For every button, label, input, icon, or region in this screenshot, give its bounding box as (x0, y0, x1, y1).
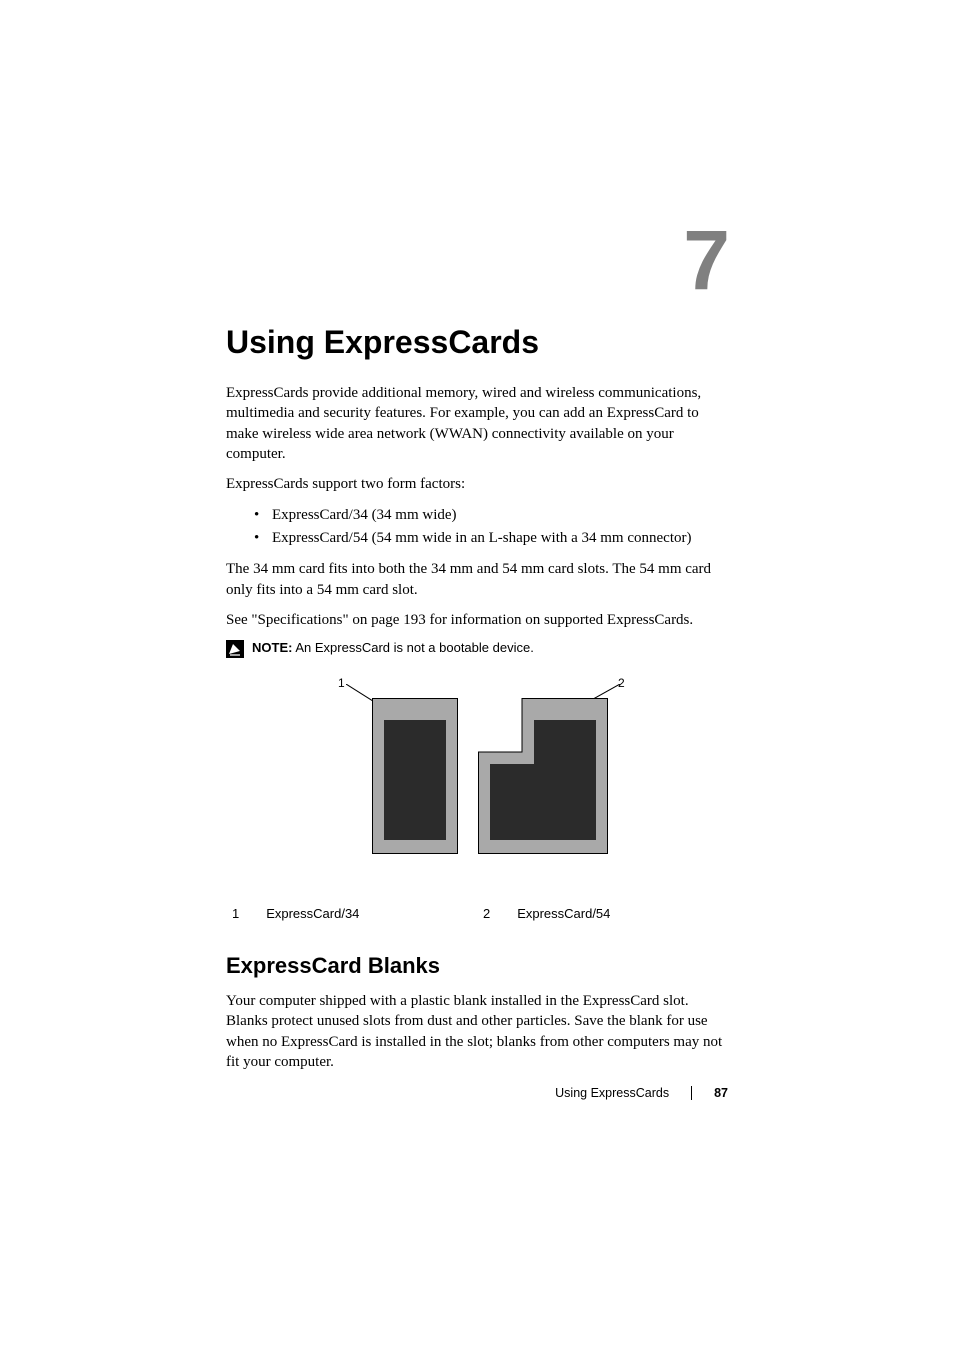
card-fit-paragraph: The 34 mm card fits into both the 34 mm … (226, 559, 730, 600)
note-text: NOTE: An ExpressCard is not a bootable d… (252, 640, 534, 657)
chapter-number: 7 (683, 218, 730, 302)
see-specs-paragraph: See "Specifications" on page 193 for inf… (226, 610, 730, 630)
expresscard-34-graphic (372, 698, 458, 854)
section-body: Your computer shipped with a plastic bla… (226, 991, 730, 1072)
table-row: 1 ExpressCard/34 2 ExpressCard/54 (228, 906, 728, 921)
footer-divider (691, 1086, 692, 1100)
intro-paragraph: ExpressCards provide additional memory, … (226, 383, 730, 464)
legend-num-2: 2 (479, 906, 511, 921)
page-footer: Using ExpressCards 87 (555, 1086, 728, 1100)
legend-label-2: ExpressCard/54 (513, 906, 728, 921)
section-title: ExpressCard Blanks (226, 953, 730, 979)
note-label: NOTE: (252, 640, 292, 655)
list-item: ExpressCard/34 (34 mm wide) (254, 504, 730, 527)
form-factors-lead: ExpressCards support two form factors: (226, 474, 730, 494)
note-icon (226, 640, 244, 658)
running-head: Using ExpressCards (555, 1086, 669, 1100)
figure-legend: 1 ExpressCard/34 2 ExpressCard/54 (226, 904, 730, 923)
callout-1-label: 1 (338, 676, 345, 690)
form-factors-list: ExpressCard/34 (34 mm wide) ExpressCard/… (254, 504, 730, 549)
legend-label-1: ExpressCard/34 (262, 906, 477, 921)
list-item: ExpressCard/54 (54 mm wide in an L-shape… (254, 527, 730, 550)
chapter-title: Using ExpressCards (226, 324, 730, 361)
expresscard-54-graphic (478, 698, 608, 854)
page-content: 7 Using ExpressCards ExpressCards provid… (226, 218, 730, 1082)
expresscard-figure: 1 2 (318, 676, 638, 884)
legend-num-1: 1 (228, 906, 260, 921)
note-body: An ExpressCard is not a bootable device. (292, 640, 533, 655)
page-number: 87 (714, 1086, 728, 1100)
note-block: NOTE: An ExpressCard is not a bootable d… (226, 640, 730, 658)
